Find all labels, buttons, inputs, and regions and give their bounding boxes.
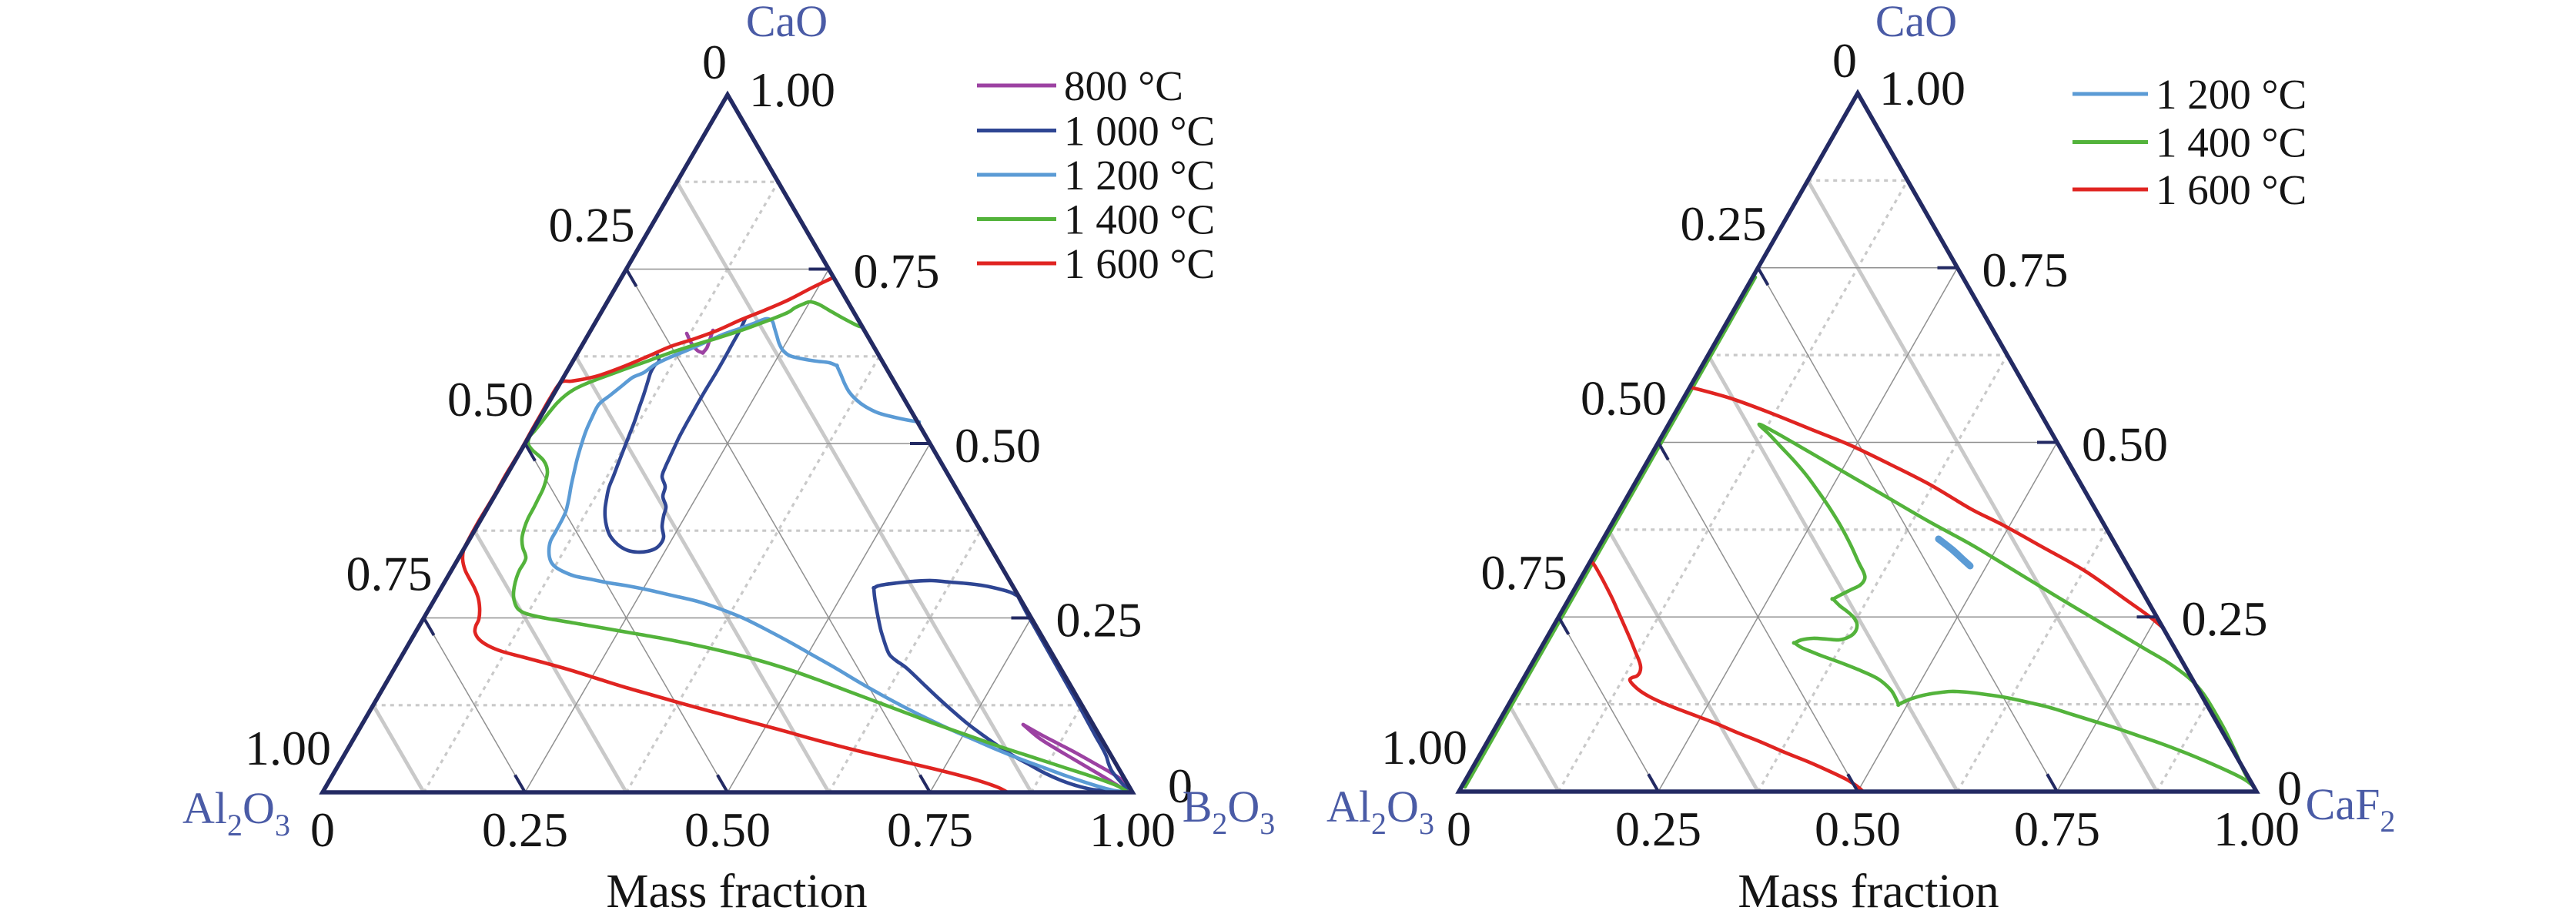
svg-text:0.75: 0.75 — [2014, 802, 2100, 856]
svg-text:Mass fraction: Mass fraction — [1738, 865, 1999, 918]
svg-text:1 400 °C: 1 400 °C — [1064, 196, 1215, 243]
svg-text:0.75: 0.75 — [854, 244, 940, 299]
svg-text:0: 0 — [310, 802, 335, 857]
svg-text:0.50: 0.50 — [955, 418, 1041, 473]
svg-text:1 600 °C: 1 600 °C — [1064, 240, 1215, 287]
svg-text:0.75: 0.75 — [1982, 243, 2069, 297]
svg-text:1.00: 1.00 — [245, 721, 331, 775]
svg-text:0: 0 — [1168, 758, 1193, 813]
svg-text:0: 0 — [702, 35, 727, 89]
svg-text:1.00: 1.00 — [1879, 61, 1965, 116]
svg-text:Al2O3: Al2O3 — [182, 783, 290, 842]
svg-text:0.25: 0.25 — [1615, 802, 1701, 856]
svg-text:0: 0 — [1447, 802, 1471, 856]
svg-text:1 600 °C: 1 600 °C — [2156, 166, 2307, 213]
svg-text:1 400 °C: 1 400 °C — [2156, 119, 2307, 166]
svg-text:1.00: 1.00 — [1381, 720, 1467, 775]
svg-text:1 200 °C: 1 200 °C — [2156, 71, 2307, 118]
svg-text:0.50: 0.50 — [1581, 371, 1667, 426]
svg-text:0.75: 0.75 — [346, 547, 433, 601]
svg-text:1 200 °C: 1 200 °C — [1064, 152, 1215, 199]
svg-text:0.50: 0.50 — [2082, 417, 2168, 472]
svg-text:0: 0 — [1832, 33, 1857, 88]
svg-text:Mass fraction: Mass fraction — [606, 865, 867, 918]
svg-text:0.25: 0.25 — [482, 802, 568, 857]
svg-text:B2O3: B2O3 — [1183, 782, 1276, 841]
svg-text:0: 0 — [2277, 761, 2302, 815]
svg-text:0.25: 0.25 — [1681, 196, 1767, 251]
svg-text:0.75: 0.75 — [887, 802, 973, 857]
svg-text:0.50: 0.50 — [447, 372, 534, 427]
svg-text:CaO: CaO — [1875, 0, 1957, 46]
svg-text:0.75: 0.75 — [1481, 545, 1567, 600]
svg-text:1.00: 1.00 — [2213, 802, 2300, 856]
svg-text:CaO: CaO — [746, 0, 828, 46]
svg-text:800 °C: 800 °C — [1064, 62, 1183, 109]
svg-text:0.25: 0.25 — [1056, 593, 1142, 648]
svg-text:0.50: 0.50 — [684, 802, 771, 857]
svg-text:0.25: 0.25 — [2182, 591, 2268, 646]
svg-text:0.50: 0.50 — [1815, 802, 1901, 856]
svg-text:0.25: 0.25 — [549, 198, 635, 253]
svg-text:1 000 °C: 1 000 °C — [1064, 108, 1215, 155]
svg-text:1.00: 1.00 — [749, 62, 835, 117]
svg-text:Al2O3: Al2O3 — [1326, 782, 1434, 841]
svg-text:CaF2: CaF2 — [2306, 779, 2396, 839]
svg-text:1.00: 1.00 — [1089, 802, 1176, 857]
